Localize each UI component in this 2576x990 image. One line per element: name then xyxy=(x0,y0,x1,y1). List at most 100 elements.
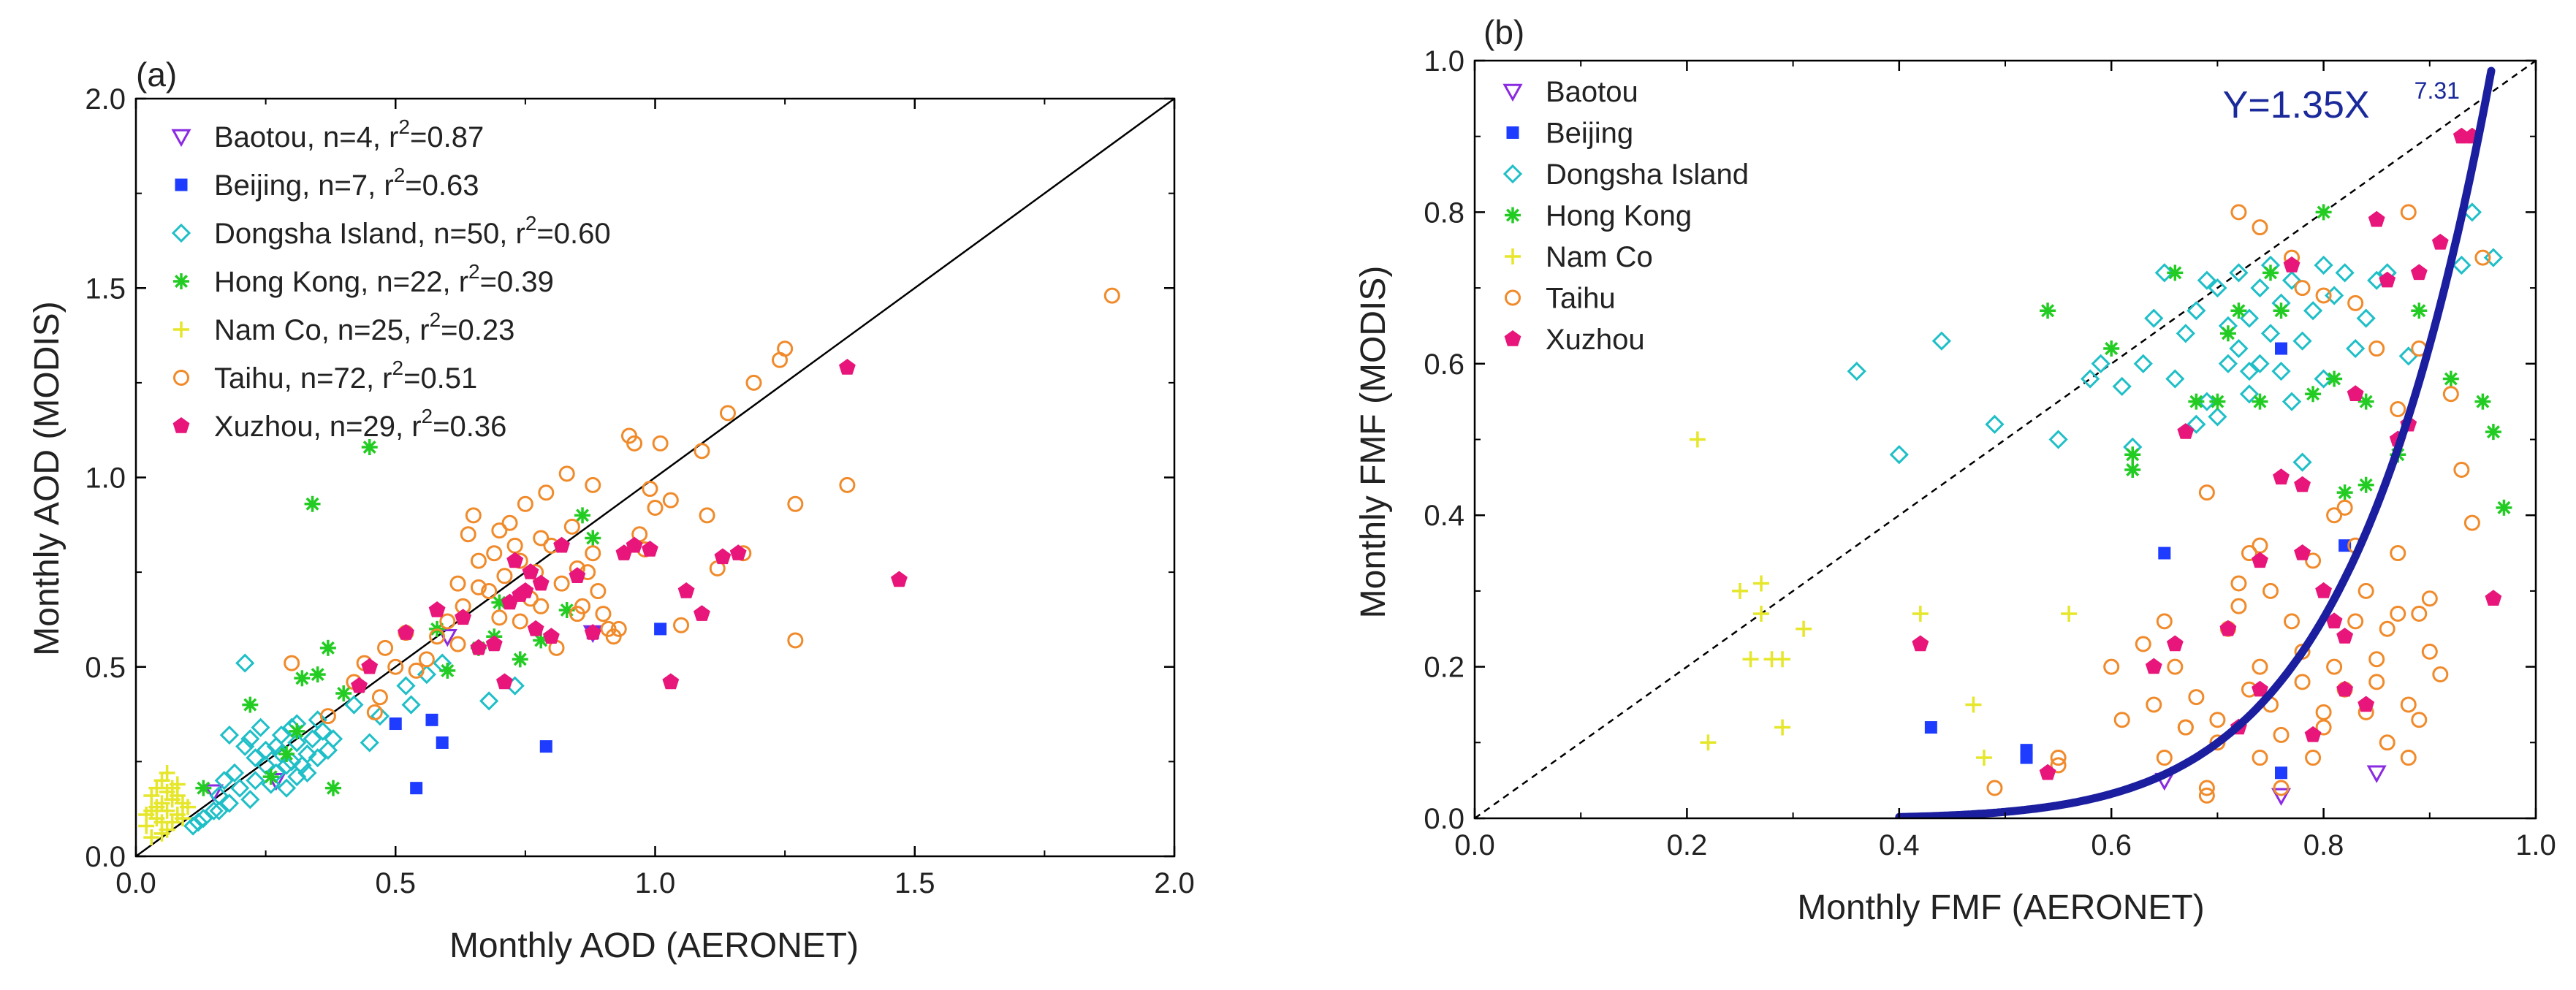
data-point-taihu xyxy=(2103,658,2120,675)
data-point-taihu xyxy=(2294,280,2311,297)
data-point-taihu xyxy=(1986,780,2003,796)
data-point-dongsha-island xyxy=(2208,407,2227,427)
data-point-nam-co xyxy=(1774,651,1791,668)
data-point-hong-kong xyxy=(512,651,528,668)
data-point-hong-kong xyxy=(294,670,311,687)
data-point-taihu xyxy=(2368,340,2385,357)
data-point-taihu xyxy=(2368,651,2385,668)
asterisk-stroke xyxy=(305,497,319,511)
data-point-nam-co xyxy=(1742,651,1759,668)
data-point-xuzhou xyxy=(569,567,586,583)
data-point-nam-co xyxy=(1965,696,1982,713)
asterisk-stroke xyxy=(2221,327,2235,340)
data-point-xuzhou xyxy=(2166,635,2184,652)
data-point-hong-kong xyxy=(2357,393,2374,410)
data-point-dongsha-island xyxy=(266,736,286,756)
data-point-xuzhou xyxy=(1912,635,1929,652)
asterisk-stroke xyxy=(2497,500,2511,514)
data-point-taihu xyxy=(694,443,710,460)
asterisk-stroke xyxy=(2317,205,2330,219)
legend-label: Beijing xyxy=(1546,118,1633,150)
data-point-dongsha-island xyxy=(2229,338,2249,359)
data-point-dongsha-island xyxy=(209,801,229,820)
legend-label: Baotou, n=4, r2=0.87 xyxy=(214,115,484,153)
y-tick-label: 1.0 xyxy=(85,462,126,495)
legend-item-taihu: Taihu, n=72, r2=0.51 xyxy=(173,357,477,395)
data-point-dongsha-island xyxy=(2165,369,2185,389)
data-point-taihu xyxy=(2379,620,2395,637)
data-point-xuzhou xyxy=(2336,680,2354,697)
data-point-dongsha-island xyxy=(256,740,276,760)
data-point-dongsha-island xyxy=(396,676,416,696)
y-tick-label: 0.4 xyxy=(1424,500,1464,532)
data-point-dongsha-island xyxy=(2292,452,2312,472)
data-point-xuzhou xyxy=(398,624,414,640)
data-point-xuzhou xyxy=(2357,696,2375,712)
reference-line-1to1 xyxy=(136,99,1174,856)
data-point-hong-kong xyxy=(262,769,279,785)
data-point-dongsha-island xyxy=(276,778,297,798)
asterisk-stroke xyxy=(2328,372,2341,386)
data-point-taihu xyxy=(2390,401,2406,418)
data-point-hong-kong xyxy=(2124,461,2141,478)
data-point-dongsha-island xyxy=(2398,346,2418,366)
data-point-beijing xyxy=(2158,547,2171,560)
data-point-taihu xyxy=(439,613,456,630)
data-point-dongsha-island xyxy=(2260,324,2281,343)
data-point-xuzhou xyxy=(677,582,695,598)
data-point-taihu xyxy=(2347,613,2364,630)
data-point-xuzhou xyxy=(351,677,368,693)
data-point-taihu xyxy=(2050,757,2067,774)
data-point-hong-kong xyxy=(195,780,212,796)
asterisk-stroke xyxy=(2211,395,2224,408)
data-point-dongsha-island xyxy=(2218,354,2238,373)
data-point-taihu xyxy=(2241,545,2257,562)
legend-label-text: Beijing xyxy=(1546,118,1633,150)
data-point-taihu xyxy=(2167,658,2184,675)
asterisk-stroke xyxy=(2476,395,2490,408)
panel-a-x-axis-title: Monthly AOD (AERONET) xyxy=(449,926,859,965)
data-point-hong-kong xyxy=(574,507,591,524)
legend-label: Dongsha Island, n=50, r2=0.60 xyxy=(214,212,611,250)
data-point-dongsha-island xyxy=(2281,392,2302,411)
asterisk-stroke xyxy=(197,781,210,795)
data-point-xuzhou xyxy=(2039,764,2056,780)
data-point-xuzhou xyxy=(2485,590,2502,606)
panel-b-plot: Y=1.35X 7.31 0.0 0.2 0.4 0.6 0.8 1.0 0.0 0.2 0.4 0.… xyxy=(1424,45,2556,861)
data-point-taihu xyxy=(2442,386,2459,403)
data-point-taihu xyxy=(642,481,658,498)
asterisk-stroke xyxy=(290,724,304,738)
series-nam-co xyxy=(138,764,197,846)
data-point-taihu xyxy=(610,620,627,637)
fit-equation: Y=1.35X xyxy=(2223,84,2370,126)
data-point-nam-co xyxy=(1796,620,1812,637)
data-point-taihu xyxy=(2273,780,2290,796)
data-point-taihu xyxy=(408,662,425,679)
data-point-dongsha-island xyxy=(370,707,390,726)
data-point-taihu xyxy=(2273,726,2290,743)
data-point-taihu xyxy=(2198,484,2215,501)
data-point-taihu xyxy=(2113,712,2130,728)
data-point-dongsha-island xyxy=(344,695,364,715)
y-tick-label: 0.5 xyxy=(85,652,126,684)
series-taihu xyxy=(1986,204,2491,804)
data-point-xuzhou xyxy=(2347,385,2364,401)
data-point-xuzhou xyxy=(2273,468,2290,485)
asterisk-stroke xyxy=(295,671,309,685)
data-point-dongsha-island xyxy=(2197,392,2217,411)
data-point-taihu xyxy=(2400,204,2417,221)
legend-item-dongsha-island: Dongsha Island xyxy=(1502,159,1749,191)
legend-label-text: Baotou, n=4, r xyxy=(214,121,398,153)
data-point-taihu xyxy=(2252,219,2268,236)
y-tick-label: 2.0 xyxy=(85,83,126,115)
data-point-taihu xyxy=(2315,704,2332,720)
panel-b: (b) Monthly FMF (AERONET) Monthly FMF (M… xyxy=(1354,13,2556,927)
data-point-xuzhou xyxy=(2315,582,2332,598)
data-point-hong-kong xyxy=(335,685,352,702)
data-point-hong-kong xyxy=(324,780,341,796)
data-point-dongsha-island xyxy=(2112,376,2132,397)
data-point-xuzhou xyxy=(729,544,747,560)
data-point-dongsha-island xyxy=(2250,278,2270,298)
x-tick-label: 1.0 xyxy=(2515,829,2556,861)
